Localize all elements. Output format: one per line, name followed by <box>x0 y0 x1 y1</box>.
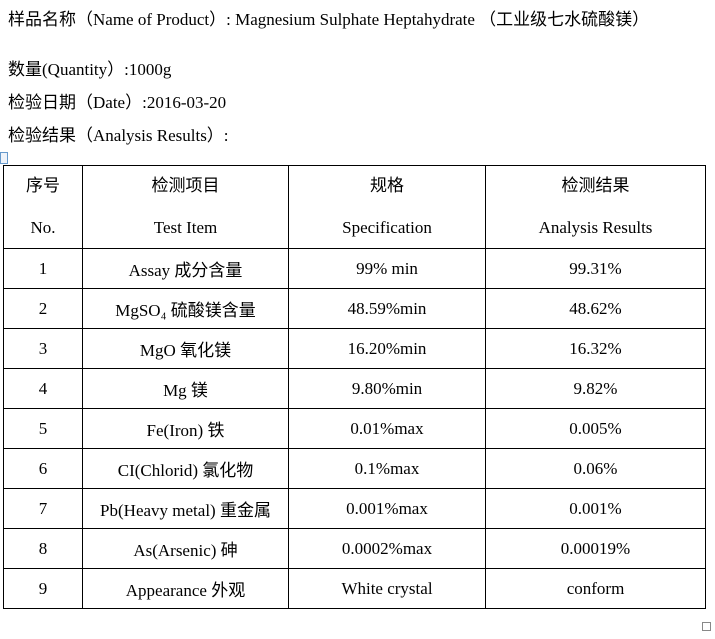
table-row: 8 As(Arsenic) 砷 0.0002%max 0.00019% <box>3 528 706 569</box>
result-cell: conform <box>485 568 706 609</box>
column-header-test-item: 检测项目 Test Item <box>82 165 289 249</box>
result-cell: 0.00019% <box>485 528 706 569</box>
column-header-no-zh: 序号 <box>26 176 60 195</box>
column-header-no-en: No. <box>30 218 56 237</box>
specification-cell: White crystal <box>288 568 486 609</box>
row-number-cell: 3 <box>3 328 83 369</box>
specification-cell: 16.20%min <box>288 328 486 369</box>
scrollbar-fragment-artifact <box>0 152 8 164</box>
test-item-cell: CI(Chlorid) 氯化物 <box>82 448 289 489</box>
result-cell: 0.001% <box>485 488 706 529</box>
specification-cell: 9.80%min <box>288 368 486 409</box>
column-header-test-item-zh: 检测项目 <box>151 176 220 195</box>
inspection-date-line: 检验日期（Date）:2016-03-20 <box>8 93 227 112</box>
specification-cell: 0.01%max <box>288 408 486 449</box>
column-header-specification: 规格 Specification <box>288 165 486 249</box>
result-cell: 48.62% <box>485 288 706 329</box>
analysis-results-table: 序号 No. 检测项目 Test Item 规格 Specification 检… <box>3 165 706 609</box>
column-header-analysis-results-en: Analysis Results <box>538 218 653 237</box>
column-header-no: 序号 No. <box>3 165 83 249</box>
test-item-cell: MgSO₄ 硫酸镁含量 <box>82 288 289 329</box>
quantity-line: 数量(Quantity）:1000g <box>8 60 172 79</box>
result-cell: 16.32% <box>485 328 706 369</box>
row-number-cell: 2 <box>3 288 83 329</box>
row-number-cell: 1 <box>3 248 83 289</box>
column-header-specification-en: Specification <box>342 218 432 237</box>
row-number-cell: 9 <box>3 568 83 609</box>
specification-cell: 0.1%max <box>288 448 486 489</box>
result-cell: 9.82% <box>485 368 706 409</box>
table-row: 6 CI(Chlorid) 氯化物 0.1%max 0.06% <box>3 448 706 489</box>
column-header-specification-zh: 规格 <box>370 176 404 195</box>
row-number-cell: 7 <box>3 488 83 529</box>
column-header-test-item-en: Test Item <box>153 218 218 237</box>
column-header-analysis-results: 检测结果 Analysis Results <box>485 165 706 249</box>
table-row: 3 MgO 氧化镁 16.20%min 16.32% <box>3 328 706 369</box>
test-item-cell: As(Arsenic) 砷 <box>82 528 289 569</box>
row-number-cell: 4 <box>3 368 83 409</box>
product-name-line: 样品名称（Name of Product）: Magnesium Sulphat… <box>8 10 650 29</box>
test-item-cell: Assay 成分含量 <box>82 248 289 289</box>
test-item-cell: Appearance 外观 <box>82 568 289 609</box>
table-row: 4 Mg 镁 9.80%min 9.82% <box>3 368 706 409</box>
table-resize-handle[interactable] <box>702 622 711 631</box>
table-row: 1 Assay 成分含量 99% min 99.31% <box>3 248 706 289</box>
result-cell: 0.06% <box>485 448 706 489</box>
column-header-analysis-results-zh: 检测结果 <box>561 176 630 195</box>
test-item-cell: MgO 氧化镁 <box>82 328 289 369</box>
analysis-results-label-line: 检验结果（Analysis Results）: <box>8 126 229 145</box>
test-item-cell: Mg 镁 <box>82 368 289 409</box>
table-row: 2 MgSO₄ 硫酸镁含量 48.59%min 48.62% <box>3 288 706 329</box>
specification-cell: 0.001%max <box>288 488 486 529</box>
test-item-cell: Fe(Iron) 铁 <box>82 408 289 449</box>
specification-cell: 99% min <box>288 248 486 289</box>
table-header-row: 序号 No. 检测项目 Test Item 规格 Specification 检… <box>3 165 706 249</box>
row-number-cell: 6 <box>3 448 83 489</box>
table-row: 5 Fe(Iron) 铁 0.01%max 0.005% <box>3 408 706 449</box>
specification-cell: 48.59%min <box>288 288 486 329</box>
result-cell: 99.31% <box>485 248 706 289</box>
result-cell: 0.005% <box>485 408 706 449</box>
table-row: 9 Appearance 外观 White crystal conform <box>3 568 706 609</box>
table-row: 7 Pb(Heavy metal) 重金属 0.001%max 0.001% <box>3 488 706 529</box>
row-number-cell: 5 <box>3 408 83 449</box>
specification-cell: 0.0002%max <box>288 528 486 569</box>
row-number-cell: 8 <box>3 528 83 569</box>
test-item-cell: Pb(Heavy metal) 重金属 <box>82 488 289 529</box>
